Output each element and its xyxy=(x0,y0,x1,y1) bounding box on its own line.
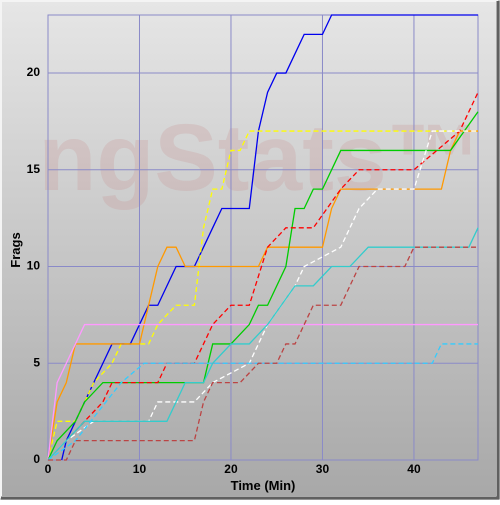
y-tick-label: 15 xyxy=(27,162,41,176)
y-tick-label: 5 xyxy=(33,355,40,369)
y-tick-label: 10 xyxy=(27,259,41,273)
x-tick-label: 20 xyxy=(224,462,238,476)
x-tick-label: 40 xyxy=(407,462,421,476)
x-axis-label: Time (Min) xyxy=(231,478,296,493)
series-line xyxy=(47,130,478,461)
y-tick-label: 20 xyxy=(27,65,41,79)
watermark: ngStats™ xyxy=(38,105,481,211)
y-tick-label: 0 xyxy=(33,452,40,466)
x-tick-label: 0 xyxy=(45,462,52,476)
series-line xyxy=(47,343,478,461)
series-line xyxy=(61,14,478,461)
y-axis-label: Frags xyxy=(8,232,23,267)
x-tick-label: 10 xyxy=(133,462,147,476)
series-line xyxy=(48,246,478,461)
series-line xyxy=(47,111,479,461)
x-tick-label: 30 xyxy=(316,462,330,476)
series-line xyxy=(47,323,478,461)
plot-border xyxy=(47,14,479,461)
series-line xyxy=(47,227,479,461)
series-line xyxy=(47,92,479,461)
